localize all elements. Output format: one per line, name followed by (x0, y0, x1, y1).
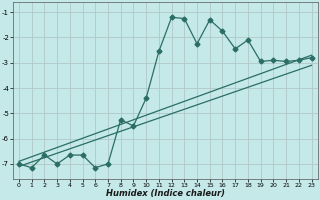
X-axis label: Humidex (Indice chaleur): Humidex (Indice chaleur) (106, 189, 225, 198)
